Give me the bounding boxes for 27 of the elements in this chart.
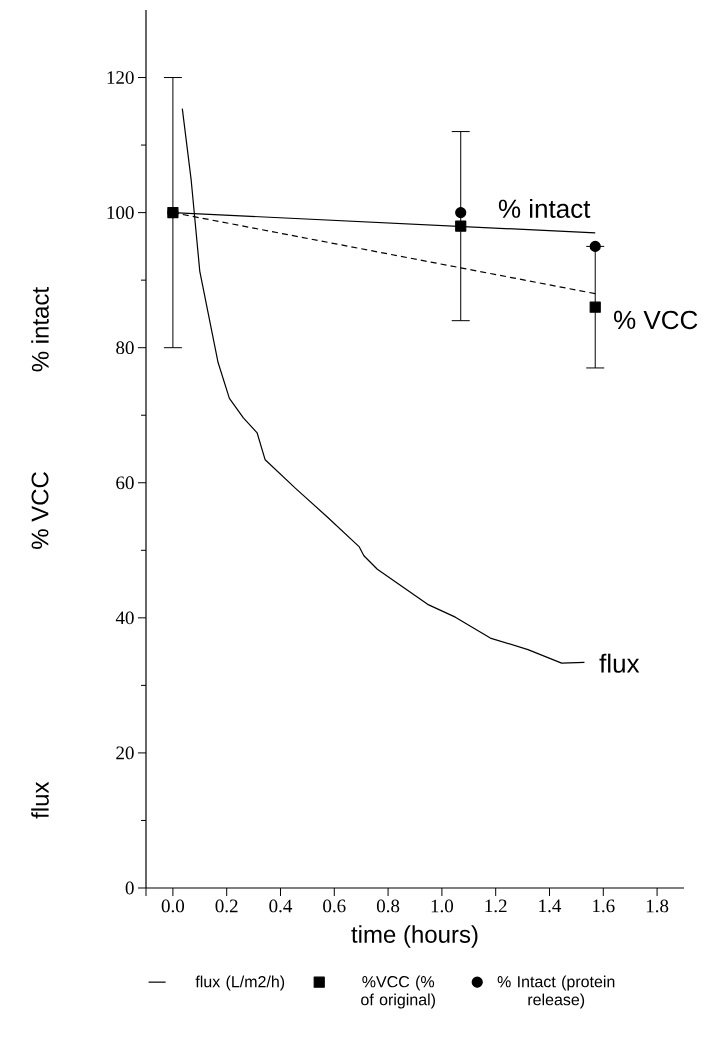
y-tick-label: 20	[116, 746, 134, 760]
annotation: flux	[599, 653, 640, 673]
y-tick-label: 0	[125, 881, 134, 895]
y-tick-label: 100	[107, 206, 134, 220]
annotation: % intact	[498, 198, 591, 218]
x-tick-label: 1.6	[593, 899, 615, 913]
x-tick-label: 0.6	[323, 899, 346, 913]
text: % intact	[31, 287, 49, 372]
x-tick-label: 0.2	[215, 899, 238, 913]
x-tick-label: 0.4	[269, 899, 293, 913]
y-tick-label: 120	[107, 71, 134, 84]
y-tick-label: 60	[116, 476, 134, 490]
legend-label: %VCC (% of original)	[361, 975, 435, 1009]
annotation: % VCC	[614, 310, 698, 330]
y-tick-label: 80	[116, 341, 134, 355]
x-tick-label: 1.4	[539, 899, 562, 913]
text: % VCC	[31, 472, 49, 549]
x-axis-title: time (hours)	[351, 925, 478, 948]
x-tick-label: 1.2	[485, 899, 507, 913]
legend-label: flux (L/m2/h)	[195, 975, 285, 991]
x-tick-label: 0.0	[161, 899, 185, 913]
y-tick-label: 40	[115, 611, 134, 625]
x-tick-label: 1.8	[646, 899, 669, 913]
legend-label: % Intact (protein release)	[497, 975, 615, 1009]
x-tick-label: 0.8	[376, 899, 400, 913]
text: flux	[31, 781, 49, 819]
x-tick-label: 1.0	[431, 899, 454, 913]
